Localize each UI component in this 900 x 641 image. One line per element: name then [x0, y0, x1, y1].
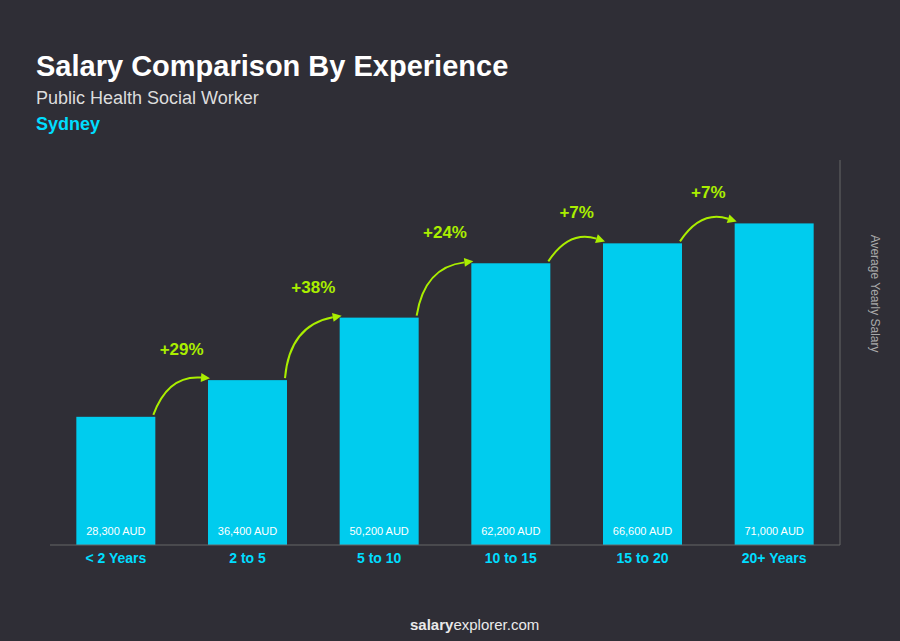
svg-text:36,400 AUD: 36,400 AUD [218, 525, 277, 537]
html-text:Salary Comparison By Experienc: Salary Comparison By Experience [36, 50, 509, 82]
svg-text:2 to 5: 2 to 5 [229, 550, 266, 566]
svg-text:Average Yearly Salary: Average Yearly Salary [868, 235, 882, 353]
svg-text:+7%: +7% [559, 203, 594, 222]
svg-text:50,200 AUD: 50,200 AUD [350, 525, 409, 537]
svg-text:62,200 AUD: 62,200 AUD [481, 525, 540, 537]
svg-text:66,600 AUD: 66,600 AUD [613, 525, 672, 537]
svg-text:28,300 AUD: 28,300 AUD [86, 525, 145, 537]
svg-text:71,000 AUD: 71,000 AUD [745, 525, 804, 537]
svg-text:+24%: +24% [423, 223, 467, 242]
html-text:Public Health Social Worker: Public Health Social Worker [36, 88, 259, 108]
html-text:salary explorer.com: salary explorer.com [410, 616, 540, 633]
svg-text:15 to 20: 15 to 20 [616, 550, 668, 566]
svg-text:5 to 10: 5 to 10 [357, 550, 402, 566]
svg-text:20+ Years: 20+ Years [742, 550, 807, 566]
svg-text:+29%: +29% [160, 340, 204, 359]
svg-text:< 2 Years: < 2 Years [85, 550, 146, 566]
svg-text:+38%: +38% [291, 278, 335, 297]
svg-text:+7%: +7% [691, 183, 726, 202]
svg-text:10 to 15: 10 to 15 [485, 550, 537, 566]
html-text:Sydney: Sydney [36, 114, 100, 134]
